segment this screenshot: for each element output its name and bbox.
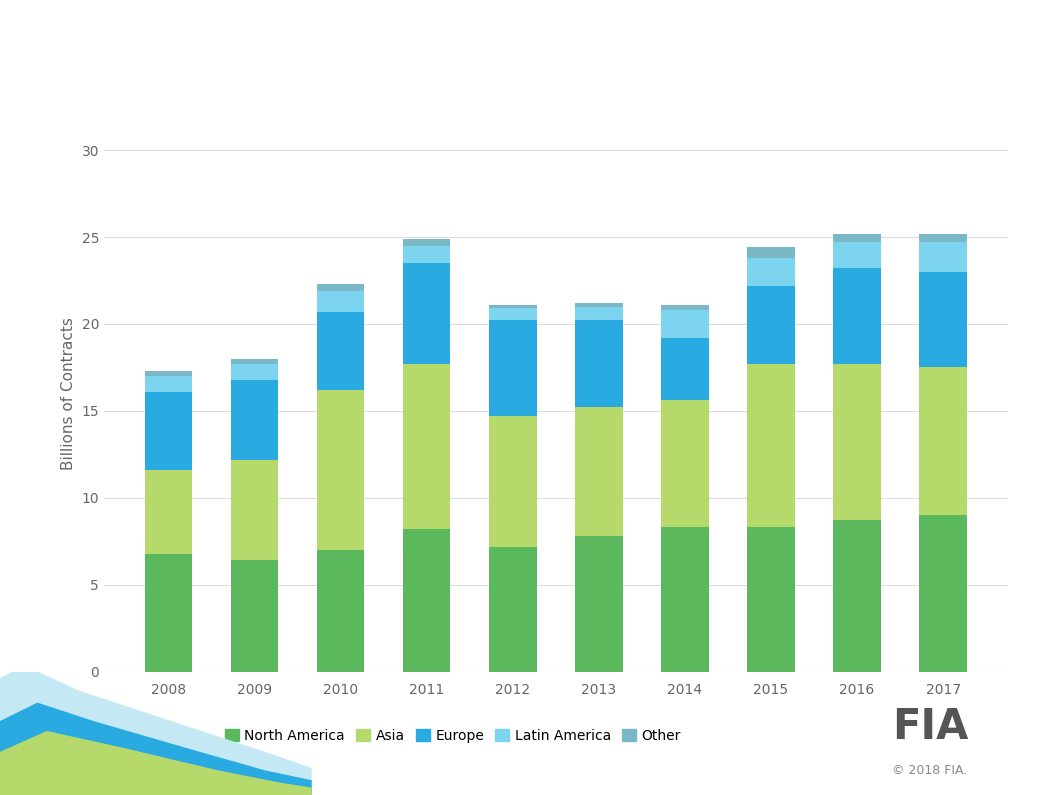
Bar [403, 238, 451, 246]
Y-axis label: Billions of Contracts: Billions of Contracts [61, 317, 76, 470]
Bar [145, 376, 192, 392]
Bar [489, 320, 536, 416]
Bar [576, 407, 622, 536]
Bar [661, 310, 709, 338]
Legend: North America, Asia, Europe, Latin America, Other: North America, Asia, Europe, Latin Ameri… [219, 723, 687, 748]
Bar [317, 284, 365, 291]
Bar [920, 515, 966, 672]
Bar [661, 401, 709, 527]
Bar [576, 320, 622, 407]
Bar [145, 553, 192, 672]
Bar [833, 234, 881, 242]
Bar [489, 547, 536, 672]
Bar [747, 364, 795, 527]
Bar [403, 364, 451, 529]
Bar [920, 272, 966, 367]
Bar [317, 550, 365, 672]
Bar [145, 470, 192, 553]
Bar [833, 364, 881, 521]
Bar [833, 269, 881, 364]
Bar [403, 246, 451, 263]
Bar [317, 312, 365, 390]
Polygon shape [0, 703, 312, 795]
Bar [489, 304, 536, 308]
Bar [403, 263, 451, 364]
Polygon shape [0, 665, 312, 795]
Bar [489, 308, 536, 320]
Bar [661, 338, 709, 401]
Bar [661, 304, 709, 310]
Bar [920, 367, 966, 515]
Bar [747, 527, 795, 672]
Bar [576, 536, 622, 672]
Bar [231, 380, 278, 460]
Bar [145, 371, 192, 376]
Bar [403, 529, 451, 672]
Bar [747, 285, 795, 364]
Text: © 2018 FIA.: © 2018 FIA. [893, 764, 967, 777]
Bar [231, 460, 278, 560]
Text: Global Futures and Options Volume by Region: Global Futures and Options Volume by Reg… [51, 33, 988, 67]
Text: FIA: FIA [891, 706, 968, 748]
Bar [145, 392, 192, 470]
Polygon shape [0, 731, 312, 795]
Bar [317, 390, 365, 550]
Bar [833, 242, 881, 269]
Bar [920, 242, 966, 272]
Bar [920, 234, 966, 242]
Bar [576, 303, 622, 307]
Bar [317, 291, 365, 312]
Bar [661, 527, 709, 672]
Bar [231, 560, 278, 672]
Bar [833, 521, 881, 672]
Bar [747, 247, 795, 258]
Bar [489, 416, 536, 547]
Bar [747, 258, 795, 285]
Bar [576, 307, 622, 320]
Bar [231, 364, 278, 380]
Bar [231, 359, 278, 364]
